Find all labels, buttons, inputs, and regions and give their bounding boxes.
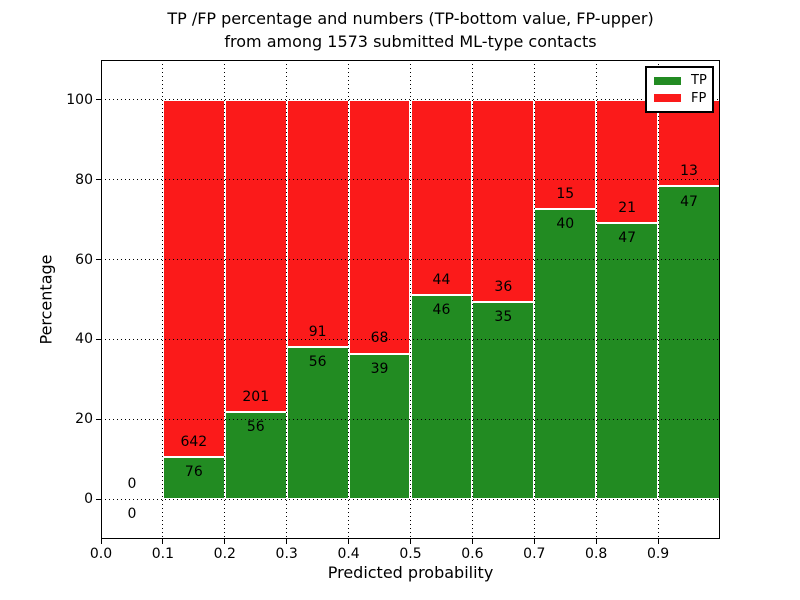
bar-segment-fp bbox=[224, 99, 287, 413]
x-tick-mark bbox=[471, 539, 473, 544]
bar-segment-fp bbox=[162, 99, 225, 457]
legend-entry: FP bbox=[647, 92, 712, 105]
chart-title: TP /FP percentage and numbers (TP-bottom… bbox=[101, 7, 720, 53]
fp-swatch-icon bbox=[654, 94, 681, 103]
bar-label-fp: 36 bbox=[494, 279, 513, 296]
y-tick-label: 20 bbox=[75, 411, 93, 428]
x-tick-label: 0.9 bbox=[646, 546, 670, 562]
y-tick-mark bbox=[96, 99, 101, 101]
gridline-x-0.8 bbox=[595, 60, 597, 539]
bar-label-tp: 47 bbox=[618, 230, 637, 247]
x-axis-label: Predicted probability bbox=[327, 563, 494, 582]
y-tick-mark bbox=[96, 418, 101, 420]
bar-label-tp: 56 bbox=[246, 419, 265, 436]
y-tick-label: 60 bbox=[75, 251, 93, 268]
x-tick-mark bbox=[286, 539, 288, 544]
x-tick-label: 0.3 bbox=[275, 546, 298, 562]
bar-label-fp: 91 bbox=[308, 323, 327, 340]
x-tick-label: 0.8 bbox=[585, 546, 608, 562]
bar-label-tp: 47 bbox=[680, 193, 698, 210]
bar-label-tp: 76 bbox=[184, 464, 203, 481]
y-tick-mark bbox=[96, 179, 101, 181]
bar-segment-fp bbox=[286, 99, 349, 348]
bar-label-fp: 21 bbox=[618, 200, 637, 217]
x-tick-mark bbox=[595, 539, 597, 544]
bar-label-fp: 68 bbox=[370, 330, 389, 347]
y-tick-label: 80 bbox=[75, 171, 93, 188]
x-tick-mark bbox=[100, 539, 102, 544]
bar-segment-tp bbox=[596, 223, 659, 500]
bar-segment-tp bbox=[658, 186, 720, 500]
bar-label-tp: 35 bbox=[494, 309, 513, 326]
y-tick-label: 0 bbox=[84, 491, 93, 508]
y-axis-label: Percentage bbox=[36, 254, 56, 345]
bar-label-tp: 40 bbox=[556, 215, 575, 232]
bar-segment-tp bbox=[534, 208, 597, 500]
gridline-x-0.3 bbox=[286, 60, 288, 539]
x-tick-mark bbox=[533, 539, 535, 544]
bar-segment-fp bbox=[472, 99, 535, 303]
x-tick-label: 0.6 bbox=[461, 546, 484, 562]
x-tick-mark bbox=[657, 539, 659, 544]
gridline-x-0.5 bbox=[410, 60, 411, 539]
gridline-x-0.9 bbox=[657, 60, 659, 539]
gridline-x-0.2 bbox=[224, 60, 226, 539]
bar-label-tp: 0 bbox=[127, 506, 137, 523]
y-tick-mark bbox=[96, 498, 101, 500]
plot-area: 0 20 40 60 80 100 0.0 0.1 0.2 0.3 0.4 0.5 0.6 0.7 0.8 0… bbox=[66, 60, 720, 562]
y-tick-mark bbox=[96, 259, 101, 261]
bar-segment-fp bbox=[596, 99, 659, 224]
bar-label-fp: 13 bbox=[680, 163, 698, 180]
x-tick-mark bbox=[162, 539, 164, 544]
x-tick-mark bbox=[410, 539, 411, 544]
legend-label: TP bbox=[691, 73, 707, 89]
bar-label-tp: 46 bbox=[432, 302, 451, 319]
x-tick-mark bbox=[348, 539, 350, 544]
bar-label-fp: 201 bbox=[242, 388, 270, 405]
bar-segment-tp bbox=[472, 302, 535, 500]
x-tick-label: 0.0 bbox=[89, 546, 113, 562]
bar-segment-tp bbox=[286, 347, 349, 500]
gridline-x-0.4 bbox=[348, 60, 350, 539]
gridline-x-0.6 bbox=[471, 60, 473, 539]
x-tick-label: 0.2 bbox=[213, 546, 236, 562]
y-tick-label: 100 bbox=[66, 91, 93, 108]
tp-swatch-icon bbox=[654, 76, 681, 85]
bar-segment-fp bbox=[410, 99, 473, 296]
y-axis-label-wrap: Percentage bbox=[8, 60, 84, 539]
chart-title-line2: from among 1573 submitted ML-type contac… bbox=[224, 32, 597, 51]
bar-segment-tp bbox=[162, 456, 225, 500]
x-tick-label: 0.7 bbox=[523, 546, 546, 562]
y-tick-mark bbox=[96, 338, 101, 340]
x-tick-label: 0.4 bbox=[337, 546, 360, 562]
bar-segment-fp bbox=[348, 99, 411, 354]
bar-label-tp: 39 bbox=[370, 360, 389, 377]
gridline-x-0.1 bbox=[162, 60, 164, 539]
gridline-x-0.7 bbox=[533, 60, 535, 539]
bar-label-fp: 0 bbox=[127, 475, 137, 492]
legend-entry: TP bbox=[647, 74, 712, 87]
legend-label: FP bbox=[691, 90, 707, 106]
bar-label-fp: 642 bbox=[180, 433, 208, 450]
x-tick-label: 0.1 bbox=[151, 546, 175, 562]
y-tick-label: 40 bbox=[75, 331, 93, 348]
chart-title-line1: TP /FP percentage and numbers (TP-bottom… bbox=[167, 9, 654, 28]
bar-label-fp: 44 bbox=[432, 271, 451, 288]
x-tick-mark bbox=[224, 539, 226, 544]
bar-segment-tp bbox=[410, 295, 473, 500]
x-tick-label: 0.5 bbox=[399, 546, 422, 562]
bar-label-tp: 56 bbox=[308, 354, 327, 371]
bar-label-fp: 15 bbox=[556, 185, 575, 202]
legend: TP FP bbox=[645, 66, 714, 113]
